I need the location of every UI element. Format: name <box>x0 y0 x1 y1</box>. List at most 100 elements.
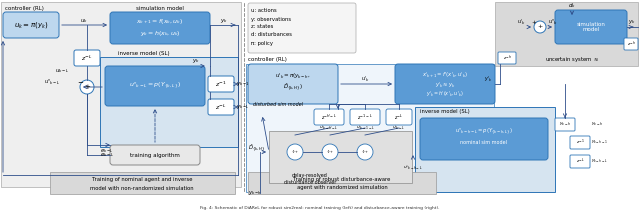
Circle shape <box>80 80 94 94</box>
Text: $u'_k$: $u'_k$ <box>518 17 527 26</box>
FancyBboxPatch shape <box>570 155 590 168</box>
Text: $y_{k-h-1}$: $y_{k-h-1}$ <box>591 138 608 146</box>
Text: $u''_{k-L} = p(Y_{\{k,L\}})$: $u''_{k-L} = p(Y_{\{k,L\}})$ <box>129 81 181 91</box>
Text: $y_{k-L}$: $y_{k-L}$ <box>236 103 250 111</box>
Text: $u_k$: $u_k$ <box>80 17 88 25</box>
FancyBboxPatch shape <box>208 99 234 115</box>
Text: $u_{k-L}$: $u_{k-L}$ <box>54 67 69 75</box>
Bar <box>1 2 241 187</box>
Text: +: + <box>532 20 536 25</box>
Text: $y_k$: $y_k$ <box>628 18 636 26</box>
Bar <box>415 107 555 192</box>
Text: $y_{k-h}$: $y_{k-h}$ <box>248 189 262 197</box>
Text: $z^{-L}$: $z^{-L}$ <box>81 53 93 63</box>
FancyBboxPatch shape <box>110 12 210 44</box>
Bar <box>100 57 238 147</box>
FancyBboxPatch shape <box>498 52 516 64</box>
FancyBboxPatch shape <box>208 76 234 92</box>
Circle shape <box>534 21 546 33</box>
Text: y: observations: y: observations <box>251 17 291 22</box>
Text: $u''_{k-h-L} = p(Y_{\{k-h,L\}})$: $u''_{k-h-L} = p(Y_{\{k-h,L\}})$ <box>455 126 513 136</box>
Text: $x'_{k+1} = f'(x'_k, u'_k)$: $x'_{k+1} = f'(x'_k, u'_k)$ <box>422 70 468 80</box>
Text: uncertain system $\approx$: uncertain system $\approx$ <box>545 55 599 64</box>
Text: $z^{-1}$: $z^{-1}$ <box>575 137 584 147</box>
Text: $x_{k+1} = f(x_k, u_k)$: $x_{k+1} = f(x_k, u_k)$ <box>136 17 184 26</box>
Text: delay-resolved: delay-resolved <box>292 172 328 178</box>
FancyBboxPatch shape <box>105 66 205 106</box>
Text: $z^{-H-L}$: $z^{-H-L}$ <box>321 112 337 122</box>
Text: $y_{k-h}$: $y_{k-h}$ <box>559 120 571 128</box>
Text: d: disturbances: d: disturbances <box>251 32 292 37</box>
Text: $u'_{k-L}$: $u'_{k-L}$ <box>392 124 406 132</box>
Text: controller (RL): controller (RL) <box>248 57 287 63</box>
Text: −: − <box>77 80 83 86</box>
FancyBboxPatch shape <box>110 145 200 165</box>
Text: $z^{-1-L}$: $z^{-1-L}$ <box>357 112 373 122</box>
Bar <box>495 2 638 66</box>
Text: z: states: z: states <box>251 25 273 29</box>
Bar <box>248 172 436 194</box>
Text: $y_k$: $y_k$ <box>192 57 200 65</box>
Text: $u''_{k-L}$: $u''_{k-L}$ <box>44 77 60 87</box>
Text: simulation
model: simulation model <box>577 22 605 32</box>
Text: inverse model (SL): inverse model (SL) <box>118 51 170 55</box>
Text: $z^{-L}$: $z^{-L}$ <box>215 102 227 112</box>
Text: disturbance observer: disturbance observer <box>284 181 336 186</box>
Text: controller (RL): controller (RL) <box>5 6 44 11</box>
Text: $z^{-L}$: $z^{-L}$ <box>394 112 404 122</box>
Text: $z^{-1}$: $z^{-1}$ <box>215 79 227 89</box>
Text: +: + <box>84 84 90 90</box>
Text: $y'_k \approx y_k$: $y'_k \approx y_k$ <box>435 80 456 90</box>
Text: inverse model (SL): inverse model (SL) <box>420 109 470 115</box>
Text: u: actions: u: actions <box>251 9 276 14</box>
Text: disturbed sim model: disturbed sim model <box>253 101 303 106</box>
Text: $y_{k-h-L}$: $y_{k-h-L}$ <box>591 157 607 165</box>
Text: $u'_k = \pi(y_{k-h},$: $u'_k = \pi(y_{k-h},$ <box>275 71 311 81</box>
FancyBboxPatch shape <box>395 64 495 104</box>
Text: $\circ_+$: $\circ_+$ <box>291 148 299 156</box>
Circle shape <box>287 144 303 160</box>
Text: $y_{k-1}$: $y_{k-1}$ <box>236 80 250 88</box>
Bar <box>269 131 412 183</box>
FancyBboxPatch shape <box>74 50 100 66</box>
Text: $u_k = \pi(y_k)$: $u_k = \pi(y_k)$ <box>14 20 48 30</box>
Bar <box>50 172 235 194</box>
Text: $z^{-h}$: $z^{-h}$ <box>502 53 511 63</box>
Text: $\circ_+$: $\circ_+$ <box>326 148 334 156</box>
Text: simulation model: simulation model <box>136 6 184 11</box>
Text: Training of robust disturbance-aware: Training of robust disturbance-aware <box>293 177 390 181</box>
Text: +: + <box>538 25 543 29</box>
Bar <box>246 64 494 192</box>
FancyBboxPatch shape <box>248 64 338 104</box>
FancyBboxPatch shape <box>386 109 412 125</box>
Text: $\hat{D}_{\{k,H\}})$: $\hat{D}_{\{k,H\}})$ <box>283 81 303 93</box>
FancyBboxPatch shape <box>314 109 344 125</box>
FancyBboxPatch shape <box>248 3 356 53</box>
Text: $y_k$: $y_k$ <box>220 17 228 25</box>
Text: $e_{k-L}$: $e_{k-L}$ <box>100 151 115 159</box>
FancyBboxPatch shape <box>624 38 638 50</box>
FancyBboxPatch shape <box>555 118 575 131</box>
FancyBboxPatch shape <box>3 12 59 38</box>
Text: $\circ_+$: $\circ_+$ <box>361 148 369 156</box>
Text: π: policy: π: policy <box>251 40 273 46</box>
Text: $\hat{D}_{\{k,H\}}$: $\hat{D}_{\{k,H\}}$ <box>248 143 265 154</box>
FancyBboxPatch shape <box>420 118 548 160</box>
Text: $y_k = h(x_k, u_k)$: $y_k = h(x_k, u_k)$ <box>140 29 180 37</box>
Text: $d_k$: $d_k$ <box>568 2 576 11</box>
Text: $z^{-h}$: $z^{-h}$ <box>627 39 636 49</box>
Text: model with non-randomized simulation: model with non-randomized simulation <box>90 186 194 190</box>
Circle shape <box>322 144 338 160</box>
Text: $u'_{k-H-L}$: $u'_{k-H-L}$ <box>319 124 339 132</box>
Text: nominal sim model: nominal sim model <box>461 140 508 146</box>
Text: $u''_k$: $u''_k$ <box>548 17 558 26</box>
Text: $y_{k-h}$: $y_{k-h}$ <box>591 120 603 128</box>
Text: $u'_k$: $u'_k$ <box>362 74 371 84</box>
Circle shape <box>357 144 373 160</box>
FancyBboxPatch shape <box>570 136 590 149</box>
Text: training algorithm: training algorithm <box>130 152 180 158</box>
Text: Fig. 4: Schematic of DiAReL for robust sim2real: nominal training (left) and dis: Fig. 4: Schematic of DiAReL for robust s… <box>200 206 440 210</box>
Text: $u'_{k-1-L}$: $u'_{k-1-L}$ <box>356 124 374 132</box>
Text: $e_{k-L}$: $e_{k-L}$ <box>100 147 114 155</box>
Text: $z^{-L}$: $z^{-L}$ <box>576 156 584 166</box>
